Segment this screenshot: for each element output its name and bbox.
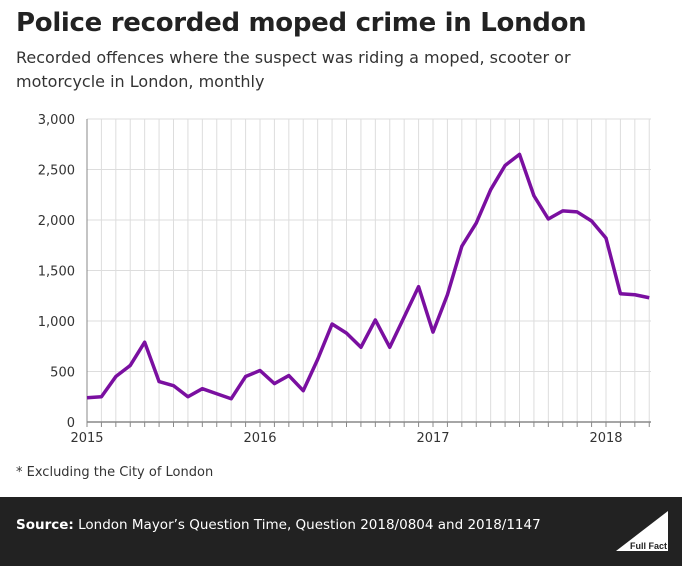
footer-bar: Source: London Mayor’s Question Time, Qu…	[0, 497, 682, 566]
chart-title: Police recorded moped crime in London	[16, 8, 587, 38]
footnote: * Excluding the City of London	[16, 465, 214, 480]
y-tick-label: 3,000	[38, 113, 75, 128]
x-tick-label: 2016	[243, 431, 276, 446]
x-tick-label: 2017	[416, 431, 449, 446]
y-tick-label: 2,500	[38, 164, 75, 179]
source-text: Source: London Mayor’s Question Time, Qu…	[16, 517, 541, 533]
y-tick-label: 500	[50, 366, 75, 381]
line-chart: 0 500 1,000 1,500 2,000 2,500 3,000 2015 2016 201…	[38, 113, 651, 446]
svg-text:Full Fact: Full Fact	[630, 541, 667, 551]
y-tick-label: 2,000	[38, 214, 75, 229]
full-fact-logo: Full Fact	[616, 511, 668, 551]
y-tick-label: 0	[67, 416, 75, 431]
x-tick-label: 2015	[70, 431, 103, 446]
chart-subtitle: Recorded offences where the suspect was …	[16, 48, 571, 91]
x-tick-label: 2018	[589, 431, 622, 446]
source-label: Source:	[16, 517, 74, 533]
source-value: London Mayor’s Question Time, Question 2…	[78, 517, 541, 533]
y-tick-label: 1,000	[38, 315, 75, 330]
y-tick-label: 1,500	[38, 265, 75, 280]
data-line	[86, 152, 650, 401]
